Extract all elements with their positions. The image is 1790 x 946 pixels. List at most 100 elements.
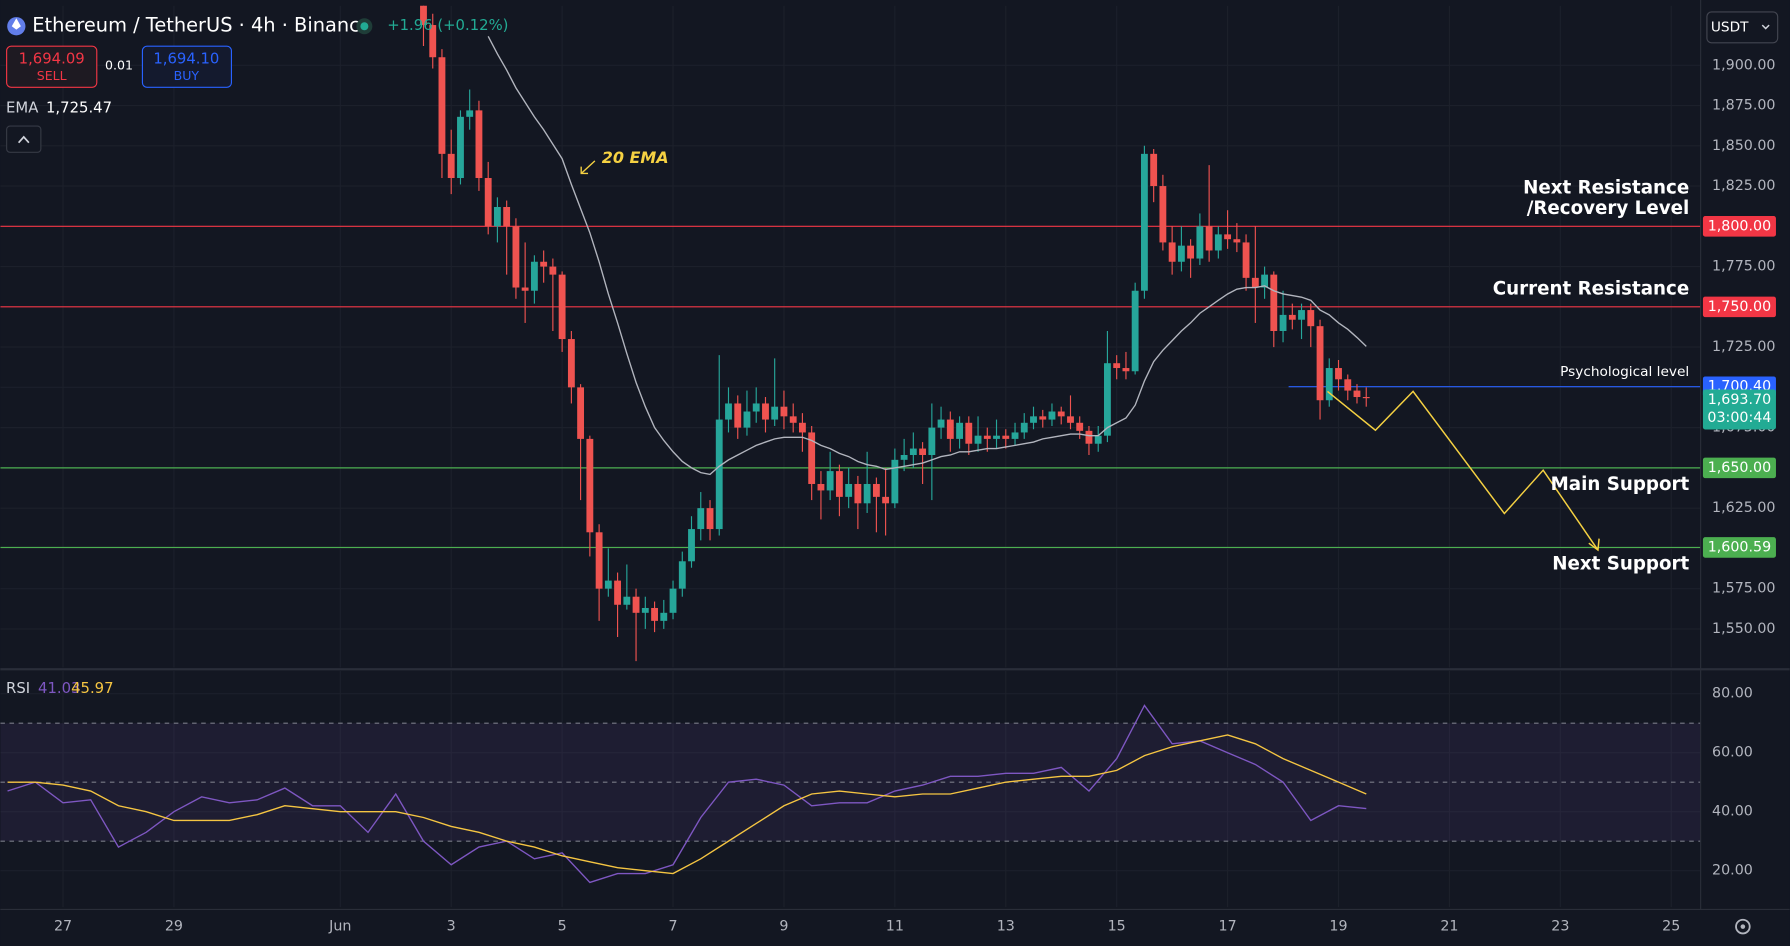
candle-body: [688, 529, 695, 562]
candle-body: [438, 57, 446, 154]
candle-body: [466, 110, 474, 117]
candle-body: [891, 459, 899, 504]
currency-dropdown[interactable]: USDT: [1706, 11, 1779, 44]
x-tick-label: 17: [1219, 919, 1237, 935]
annotation-arrowhead: [580, 166, 589, 175]
candle-body: [1242, 242, 1250, 278]
candle-body: [1002, 435, 1010, 439]
x-tick-label: 23: [1551, 919, 1569, 935]
candle-body: [521, 287, 529, 291]
candle-body: [1233, 239, 1241, 243]
candle-body: [1030, 416, 1037, 423]
x-tick-label: 9: [779, 919, 788, 935]
candle-body: [956, 422, 964, 439]
sell-price[interactable]: 1,694.09: [19, 50, 85, 67]
settings-icon[interactable]: [1735, 918, 1751, 935]
candle-body: [1288, 314, 1296, 320]
candle-body: [946, 419, 954, 439]
candle-body: [1085, 430, 1093, 444]
candle-body: [1335, 368, 1342, 380]
currency-box[interactable]: [1706, 11, 1779, 44]
candle-body: [420, 5, 427, 26]
collapse-legend-button[interactable]: [6, 125, 42, 153]
level-price-label: 1,650.00: [1708, 460, 1771, 476]
candle-body: [1316, 326, 1324, 401]
candle-body: [1057, 411, 1065, 417]
annotation-arrow: [580, 160, 596, 174]
candle-body: [919, 448, 927, 455]
candle-body: [632, 596, 640, 613]
spread: 0.01: [105, 58, 133, 73]
last-price-label: 1,693.70: [1708, 392, 1771, 408]
y-tick-label: 1,575.00: [1712, 581, 1775, 597]
candle-body: [1020, 422, 1028, 433]
candle-body: [567, 339, 575, 388]
candle-body: [1177, 245, 1185, 262]
candle-body: [1307, 310, 1315, 327]
market-status-dot: [360, 22, 369, 31]
candle-body: [1011, 432, 1019, 439]
candle-body: [1094, 435, 1102, 444]
level-note: /Recovery Level: [1527, 198, 1690, 219]
buy-button[interactable]: 1,694.10 BUY: [141, 45, 233, 88]
dropdown-icon[interactable]: [1761, 24, 1770, 30]
buy-price[interactable]: 1,694.10: [153, 50, 219, 67]
candle-body: [1298, 310, 1305, 320]
candle-body: [882, 496, 890, 504]
sell-label[interactable]: SELL: [37, 68, 67, 83]
candle-body: [1251, 277, 1259, 288]
y-tick-label: 60.00: [1712, 745, 1753, 761]
x-tick-label: 15: [1108, 919, 1126, 935]
currency-label[interactable]: USDT: [1711, 19, 1749, 35]
x-tick-label: 5: [558, 919, 567, 935]
rsi-ma-legend-value: 45.97: [71, 680, 113, 697]
y-tick-label: 1,900.00: [1712, 57, 1775, 73]
price-pane: [0, 5, 1701, 662]
candle-body: [900, 454, 908, 460]
ema-legend-name[interactable]: EMA: [6, 99, 39, 116]
collapse-button-box[interactable]: [6, 125, 42, 153]
candle-body: [429, 25, 437, 58]
candle-body: [1270, 274, 1278, 331]
candle-body: [651, 607, 658, 621]
level-note: Main Support: [1551, 474, 1690, 495]
level-price-label: 1,600.59: [1708, 539, 1771, 555]
candle-body: [1113, 363, 1121, 369]
level-price-tag: [1702, 457, 1776, 479]
x-tick-label: 25: [1662, 919, 1680, 935]
symbol-title[interactable]: Ethereum / TetherUS · 4h · Binance: [32, 14, 371, 37]
x-tick-label: 7: [668, 919, 677, 935]
y-tick-label: 1,775.00: [1712, 259, 1775, 275]
candle-body: [752, 403, 760, 412]
candle-body: [965, 422, 973, 444]
candle-body: [447, 153, 455, 179]
sell-button-box[interactable]: [6, 45, 98, 88]
sell-button[interactable]: 1,694.09 SELL: [6, 45, 98, 88]
rsi-legend-name[interactable]: RSI: [6, 680, 30, 697]
candle-body: [1205, 226, 1213, 251]
settings-button[interactable]: [1735, 918, 1751, 935]
y-tick-label: 1,550.00: [1712, 621, 1775, 637]
candle-body: [798, 422, 806, 433]
candle-body: [762, 403, 769, 420]
level-price-tag: [1702, 216, 1776, 237]
candle-body: [909, 448, 917, 455]
candle-body: [595, 532, 603, 589]
candle-body: [835, 471, 843, 497]
buy-label[interactable]: BUY: [174, 68, 200, 83]
candle-body: [1353, 390, 1361, 398]
candle-body: [493, 207, 501, 227]
settings-icon-center[interactable]: [1740, 924, 1746, 929]
candle-body: [558, 274, 566, 340]
collapse-icon[interactable]: [17, 135, 30, 144]
candle-body: [974, 435, 982, 444]
candle-body: [872, 483, 880, 497]
x-tick-label: Jun: [328, 919, 351, 935]
y-tick-label: 40.00: [1712, 804, 1753, 820]
buy-button-box[interactable]: [141, 45, 233, 88]
y-tick-label: 1,625.00: [1712, 500, 1775, 516]
candle-body: [1261, 274, 1269, 288]
x-tick-label: 21: [1440, 919, 1458, 935]
symbol-icon-mark: [11, 18, 21, 30]
